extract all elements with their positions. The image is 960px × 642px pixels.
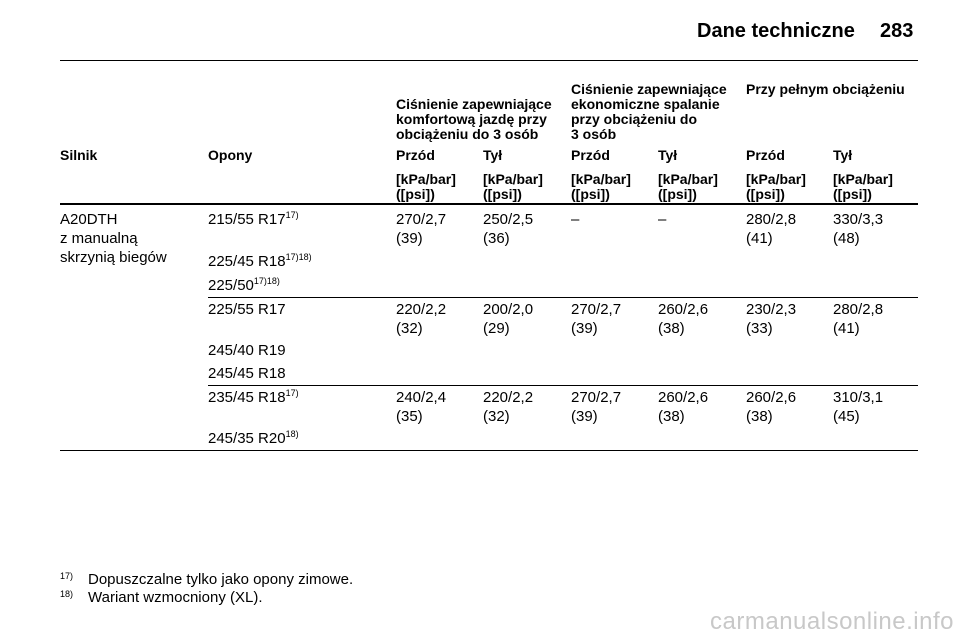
pressure-cell: 270/2,7 (39) <box>571 301 622 337</box>
tyre-size: 225/5017)18) <box>208 276 280 295</box>
row-divider <box>208 385 918 386</box>
unit-line: [kPa/bar] <box>833 171 893 187</box>
col-rear-comfort: Tył <box>483 147 503 163</box>
pressure-cell: 250/2,5 (36) <box>483 211 534 247</box>
pressure-cell: 220/2,2 (32) <box>483 389 534 425</box>
group-line: obciążeniu do 3 osób <box>396 126 539 142</box>
tyre-size: 245/45 R18 <box>208 365 286 382</box>
page-title: Dane techniczne <box>697 20 855 42</box>
tyre-size: 245/35 R2018) <box>208 429 299 448</box>
watermark: carmanualsonline.info <box>710 608 954 635</box>
unit-label: [kPa/bar] ([psi]) <box>571 172 631 202</box>
pressure-cell: 270/2,7 (39) <box>396 211 447 247</box>
group-line: komfortową jazdę przy <box>396 111 547 127</box>
unit-line: ([psi]) <box>833 186 872 202</box>
col-rear-full: Tył <box>833 147 853 163</box>
engine-line: A20DTH <box>60 211 118 228</box>
pressure-cell: 260/2,6 (38) <box>746 389 797 425</box>
row-divider <box>208 297 918 298</box>
unit-label: [kPa/bar] ([psi]) <box>396 172 456 202</box>
col-rear-economy: Tył <box>658 147 678 163</box>
table-bottom-rule <box>60 450 918 451</box>
footnote-text: Dopuszczalne tylko jako opony zimowe. <box>88 571 354 588</box>
footnote-number: 17) <box>60 571 74 581</box>
group-header-economy: Ciśnienie zapewniające ekonomiczne spala… <box>571 82 727 142</box>
unit-line: [kPa/bar] <box>658 171 718 187</box>
pressure-cell: – <box>571 211 580 228</box>
engine-cell: A20DTH z manualną skrzynią biegów <box>60 210 167 267</box>
tyre-size: 225/55 R17 <box>208 301 286 318</box>
footnote-text: Wariant wzmocniony (XL). <box>88 589 263 606</box>
col-front-full: Przód <box>746 147 785 163</box>
tyre-size: 225/45 R1817)18) <box>208 252 312 271</box>
footnote-number: 18) <box>60 589 74 599</box>
pressure-cell: 260/2,6 (38) <box>658 301 709 337</box>
pressure-cell: 330/3,3 (48) <box>833 211 884 247</box>
group-header-comfort: Ciśnienie zapewniające komfortową jazdę … <box>396 97 552 142</box>
group-line: przy obciążeniu do <box>571 111 698 127</box>
col-front-economy: Przód <box>571 147 610 163</box>
unit-line: [kPa/bar] <box>396 171 456 187</box>
pressure-cell: 280/2,8 (41) <box>833 301 884 337</box>
col-tyres: Opony <box>208 147 253 163</box>
col-front-comfort: Przód <box>396 147 435 163</box>
header-rule <box>60 60 918 61</box>
pressure-cell: 270/2,7 (39) <box>571 389 622 425</box>
unit-line: ([psi]) <box>746 186 785 202</box>
pressure-cell: 280/2,8 (41) <box>746 211 797 247</box>
unit-line: ([psi]) <box>571 186 610 202</box>
pressure-cell: 260/2,6 (38) <box>658 389 709 425</box>
pressure-cell: 240/2,4 (35) <box>396 389 447 425</box>
unit-line: [kPa/bar] <box>746 171 806 187</box>
tyre-size: 245/40 R19 <box>208 342 286 359</box>
unit-label: [kPa/bar] ([psi]) <box>658 172 718 202</box>
group-line: Przy pełnym obciążeniu <box>746 81 905 97</box>
tyre-size: 235/45 R1817) <box>208 388 299 407</box>
group-line: Ciśnienie zapewniające <box>571 81 727 97</box>
group-line: 3 osób <box>571 126 617 142</box>
tyre-size: 215/55 R1717) <box>208 210 299 229</box>
group-header-full-load: Przy pełnym obciążeniu <box>746 82 905 97</box>
unit-line: ([psi]) <box>396 186 435 202</box>
pressure-cell: 310/3,1 (45) <box>833 389 884 425</box>
group-line: Ciśnienie zapewniające <box>396 96 552 112</box>
unit-label: [kPa/bar] ([psi]) <box>483 172 543 202</box>
unit-line: ([psi]) <box>658 186 697 202</box>
pressure-cell: 220/2,2 (32) <box>396 301 447 337</box>
unit-line: ([psi]) <box>483 186 522 202</box>
engine-line: z manualną <box>60 230 138 247</box>
unit-label: [kPa/bar] ([psi]) <box>833 172 893 202</box>
unit-line: [kPa/bar] <box>571 171 631 187</box>
pressure-cell: 230/2,3 (33) <box>746 301 797 337</box>
engine-line: skrzynią biegów <box>60 249 167 266</box>
group-line: ekonomiczne spalanie <box>571 96 720 112</box>
col-engine: Silnik <box>60 147 98 163</box>
pressure-cell: 200/2,0 (29) <box>483 301 534 337</box>
table-header-rule <box>60 203 918 205</box>
page-number: 283 <box>880 20 914 42</box>
unit-label: [kPa/bar] ([psi]) <box>746 172 806 202</box>
unit-line: [kPa/bar] <box>483 171 543 187</box>
pressure-cell: – <box>658 211 667 228</box>
